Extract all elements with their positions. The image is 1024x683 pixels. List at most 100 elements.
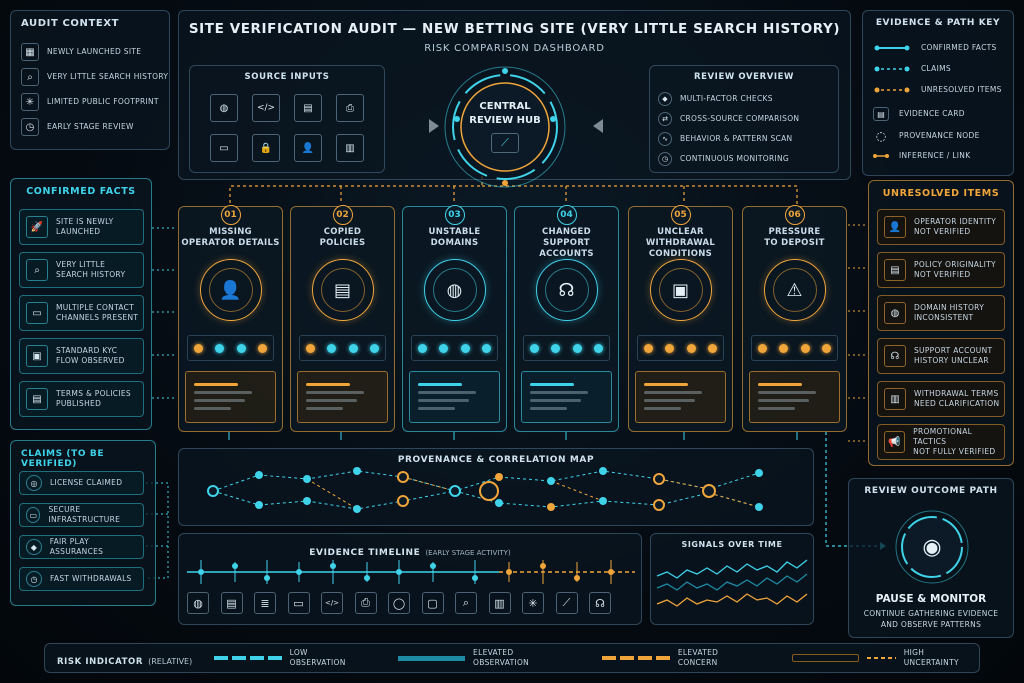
file-icon[interactable]: ▥	[488, 592, 511, 614]
issue-column[interactable]: 05 UNCLEAR WITHDRAWAL CONDITIONS ▣	[628, 205, 733, 432]
document-icon: ▤	[26, 388, 48, 410]
unresolved-card[interactable]: ◍ DOMAIN HISTORY INCONSISTENT	[877, 295, 1005, 331]
issue-title: CHANGED SUPPORT ACCOUNTS	[539, 227, 594, 260]
audit-context-panel: AUDIT CONTEXT ▦ NEWLY LAUNCHED SITE ⌕ VE…	[10, 10, 170, 150]
headset-icon[interactable]: ☊	[589, 592, 611, 614]
claim-label: FAST WITHDRAWALS	[50, 573, 132, 583]
code-icon[interactable]: </>	[252, 94, 280, 122]
key-evidence-card: ▤ EVIDENCE CARD	[873, 107, 965, 121]
fact-card[interactable]: ▤ TERMS & POLICIES PUBLISHED	[19, 381, 144, 417]
issue-column[interactable]: 03 UNSTABLE DOMAINS ◍	[402, 205, 507, 432]
search-icon[interactable]: ⌕	[455, 592, 477, 614]
unresolved-card[interactable]: ▤ POLICY ORIGINALITY NOT VERIFIED	[877, 252, 1005, 288]
issue-column[interactable]: 04 CHANGED SUPPORT ACCOUNTS ☊	[514, 205, 619, 432]
unresolved-card[interactable]: ▥ WITHDRAWAL TERMS NEED CLARIFICATION	[877, 381, 1005, 417]
status-dot	[236, 343, 246, 353]
speech-icon[interactable]: ◯	[388, 592, 410, 614]
claim-label: FAIR PLAY ASSURANCES	[49, 536, 104, 556]
key-confirmed-facts: CONFIRMED FACTS	[873, 43, 997, 53]
network-icon: ✳	[21, 93, 39, 111]
evidence-card[interactable]	[409, 371, 500, 423]
risk-elevated-swatch	[397, 655, 466, 661]
issue-status-dots	[187, 335, 274, 361]
key-label: INFERENCE / LINK	[899, 151, 971, 160]
evidence-card[interactable]	[297, 371, 388, 423]
globe-icon[interactable]: ◍	[187, 592, 209, 614]
document-icon: ▤	[884, 259, 906, 281]
claim-card[interactable]: ◆ FAIR PLAY ASSURANCES	[19, 535, 144, 559]
issue-column[interactable]: 02 COPIED POLICIES ▤	[290, 205, 395, 432]
key-label: EVIDENCE CARD	[899, 108, 965, 118]
chat-icon[interactable]: ▭	[210, 134, 238, 162]
key-label: CONFIRMED FACTS	[921, 43, 997, 52]
unresolved-text: OPERATOR IDENTITY NOT VERIFIED	[914, 216, 997, 236]
compare-icon: ⇄	[658, 112, 672, 126]
lock-icon[interactable]: 🔒	[252, 134, 280, 162]
issue-title: COPIED POLICIES	[319, 227, 366, 249]
status-dot	[593, 343, 603, 353]
document-icon[interactable]: ▤	[220, 592, 243, 614]
evidence-card[interactable]	[749, 371, 840, 423]
fact-card[interactable]: ▭ MULTIPLE CONTACT CHANNELS PRESENT	[19, 295, 144, 331]
central-review-hub[interactable]: CENTRAL REVIEW HUB ⟋	[441, 63, 569, 191]
signals-sparkline	[656, 559, 808, 607]
claim-card[interactable]: ◷ FAST WITHDRAWALS	[19, 567, 144, 591]
issue-title: UNCLEAR WITHDRAWAL CONDITIONS	[645, 227, 716, 260]
user-icon[interactable]: 👤	[294, 134, 322, 162]
search-icon: ⌕	[21, 68, 39, 86]
issue-title: UNSTABLE DOMAINS	[428, 227, 481, 249]
list-icon[interactable]: ≣	[254, 592, 276, 614]
audit-item-label: VERY LITTLE SEARCH HISTORY	[47, 71, 169, 81]
risk-concern-swatch	[602, 656, 670, 660]
claim-card[interactable]: ▭ SECURE INFRASTRUCTURE	[19, 503, 144, 527]
document-icon[interactable]: ▤	[294, 94, 322, 122]
outcome-desc-1: CONTINUE GATHERING EVIDENCE	[863, 609, 999, 618]
audit-item: ✳ LIMITED PUBLIC FOOTPRINT	[21, 93, 159, 111]
issue-column[interactable]: 01 MISSING OPERATOR DETAILS 👤	[178, 205, 283, 432]
unresolved-card[interactable]: 👤 OPERATOR IDENTITY NOT VERIFIED	[877, 209, 1005, 245]
issue-number: 05	[670, 205, 691, 225]
issue-status-dots	[411, 335, 498, 361]
fact-card[interactable]: 🚀 SITE IS NEWLY LAUNCHED	[19, 209, 144, 245]
printer-icon[interactable]: ⎙	[354, 592, 377, 614]
status-dot	[530, 343, 540, 353]
unresolved-card[interactable]: 📢 PROMOTIONAL TACTICS NOT FULLY VERIFIED	[877, 424, 1005, 460]
hub-title-1: CENTRAL	[479, 101, 531, 112]
status-dot	[257, 343, 267, 353]
fact-card[interactable]: ▣ STANDARD KYC FLOW OBSERVED	[19, 338, 144, 374]
chart-icon[interactable]: ⟋	[555, 592, 578, 614]
chat-icon[interactable]: ▭	[287, 592, 310, 614]
status-dot	[481, 343, 491, 353]
unresolved-items-panel: UNRESOLVED ITEMS 👤 OPERATOR IDENTITY NOT …	[868, 180, 1014, 466]
hub-title-2: REVIEW HUB	[469, 115, 541, 126]
timeline-ticks	[198, 560, 614, 584]
globe-icon[interactable]: ◍	[210, 94, 238, 122]
issue-ring: ▤	[311, 259, 374, 321]
warning-icon: ⚠	[772, 268, 817, 312]
unresolved-card[interactable]: ☊ SUPPORT ACCOUNT HISTORY UNCLEAR	[877, 338, 1005, 374]
evidence-card[interactable]	[635, 371, 726, 423]
key-provenance-node: ◌ PROVENANCE NODE	[873, 129, 980, 143]
review-overview-panel: REVIEW OVERVIEW ◆ MULTI-FACTOR CHECKS ⇄ …	[649, 65, 839, 173]
fact-card[interactable]: ⌕ VERY LITTLE SEARCH HISTORY	[19, 252, 144, 288]
evidence-card[interactable]	[521, 371, 612, 423]
headset-icon: ☊	[884, 345, 906, 367]
issue-number: 04	[556, 205, 577, 225]
file-icon[interactable]: ▥	[336, 134, 364, 162]
printer-icon[interactable]: ⎙	[336, 94, 364, 122]
risk-elevated-observation: ELEVATED OBSERVATION	[397, 648, 569, 668]
code-icon[interactable]: </>	[321, 592, 343, 614]
user-icon: 👤	[208, 268, 253, 312]
unresolved-text: DOMAIN HISTORY INCONSISTENT	[914, 302, 985, 322]
signals-title: SIGNALS OVER TIME	[681, 540, 783, 549]
message-icon[interactable]: ▢	[421, 592, 444, 614]
badge-icon: ◎	[26, 475, 42, 491]
chart-monitor-icon: ⟋	[491, 133, 519, 153]
evidence-card[interactable]	[185, 371, 276, 423]
issue-column[interactable]: 06 PRESSURE TO DEPOSIT ⚠	[742, 205, 847, 432]
network-icon[interactable]: ✳	[522, 592, 544, 614]
timeline-axis	[187, 560, 635, 584]
issue-number: 01	[220, 205, 241, 225]
provenance-map-panel: PROVENANCE & CORRELATION MAP	[178, 448, 814, 526]
claim-card[interactable]: ◎ LICENSE CLAIMED	[19, 471, 144, 495]
